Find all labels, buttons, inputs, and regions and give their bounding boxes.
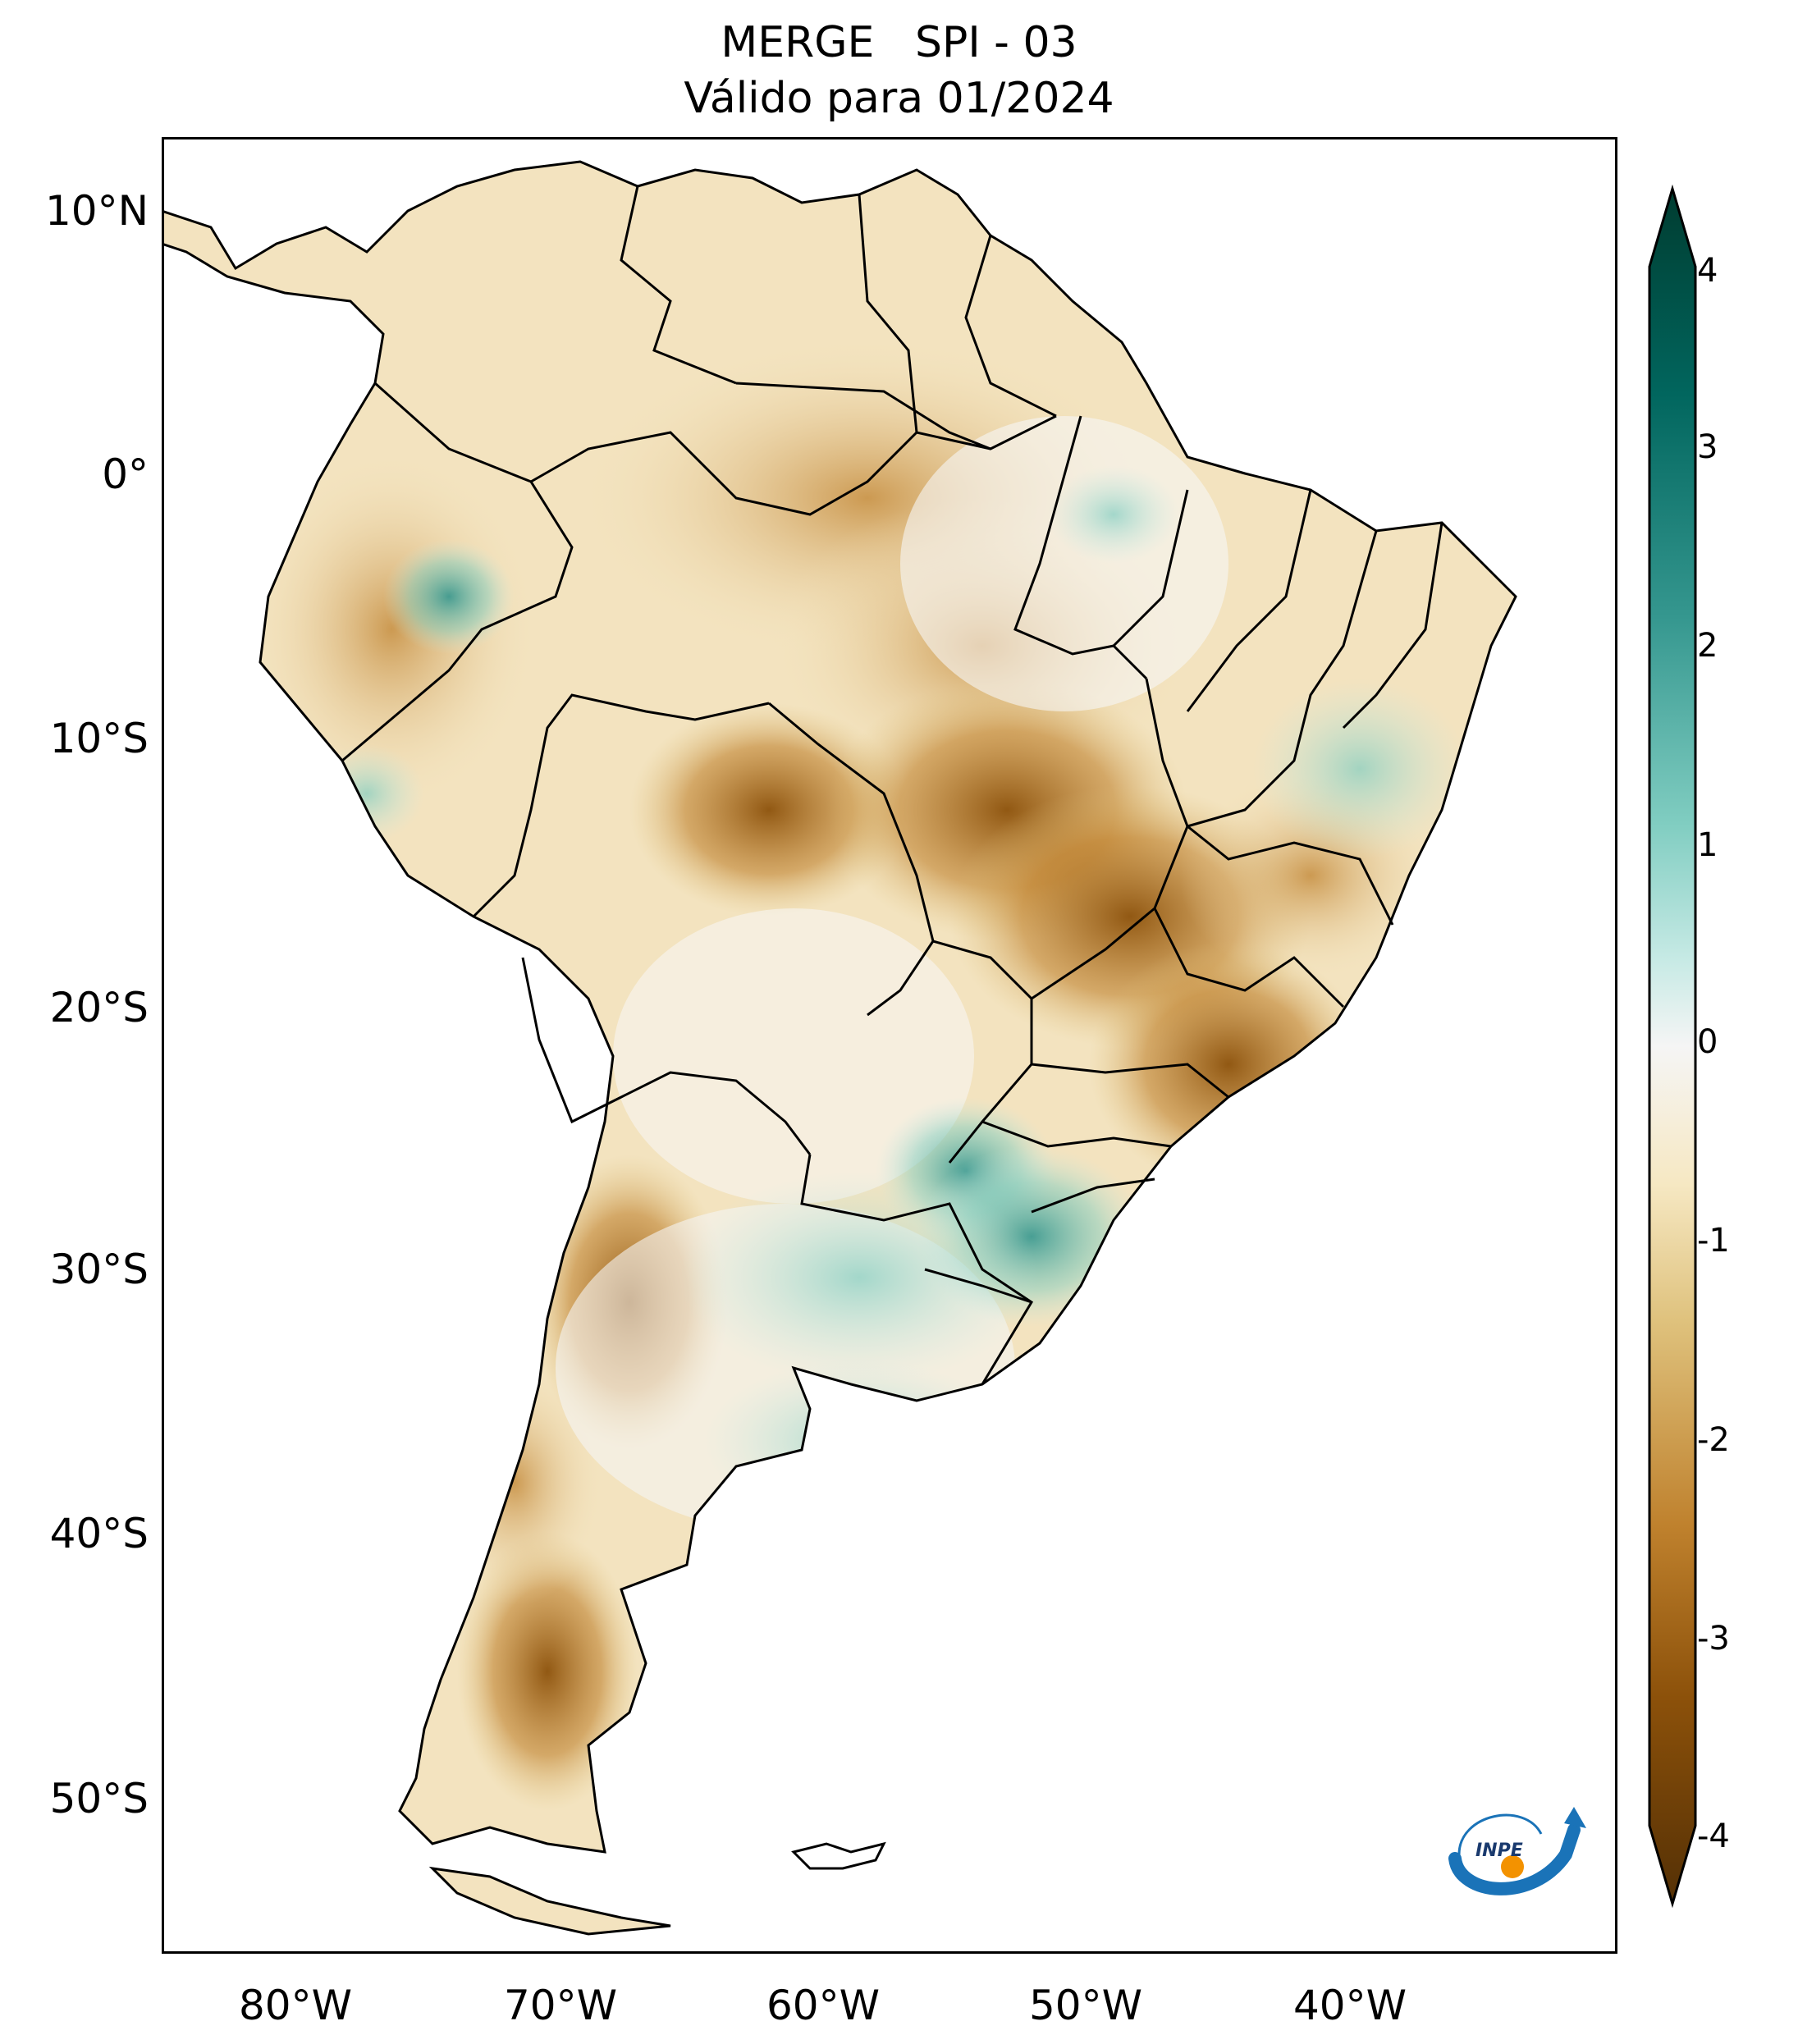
coastline [162,160,1517,1854]
lon-label-80w: 80°W [238,1982,353,2029]
lat-label-40s: 40°S [49,1510,149,1557]
map-border [162,137,1617,1954]
colorbar-tick-neg3: -3 [1697,1620,1730,1658]
colorbar-tick-1: 1 [1697,826,1718,864]
colorbar-tick-4: 4 [1697,252,1718,290]
colorbar-tick-0: 0 [1697,1023,1718,1061]
lon-label-60w: 60°W [766,1982,881,2029]
map-title: MERGE SPI - 03 [721,18,1077,67]
colorbar-tick-neg2: -2 [1697,1421,1730,1459]
map-subtitle: Válido para 01/2024 [684,74,1114,123]
lat-label-20s: 20°S [49,984,149,1031]
inpe-logo: INPE [1448,1807,1586,1895]
colorbar [1648,185,1697,1908]
political-borders [341,185,1443,1385]
lat-label-10n: 10°N [44,187,149,235]
svg-text:INPE: INPE [1475,1841,1523,1861]
colorbar-tick-3: 3 [1697,428,1718,466]
colorbar-tick-neg1: -1 [1697,1222,1730,1260]
map-panel [162,137,1617,1954]
lon-label-70w: 70°W [503,1982,618,2029]
lat-label-0: 0° [102,450,149,498]
colorbar-tick-neg4: -4 [1697,1818,1730,1855]
lon-label-40w: 40°W [1292,1982,1407,2029]
colorbar-tick-2: 2 [1697,627,1718,665]
lat-label-50s: 50°S [49,1775,149,1822]
lat-label-10s: 10°S [49,715,149,762]
lon-label-50w: 50°W [1028,1982,1143,2029]
lat-label-30s: 30°S [49,1246,149,1293]
tierra-del-fuego [428,1866,671,1936]
falkland-islands [791,1841,886,1870]
